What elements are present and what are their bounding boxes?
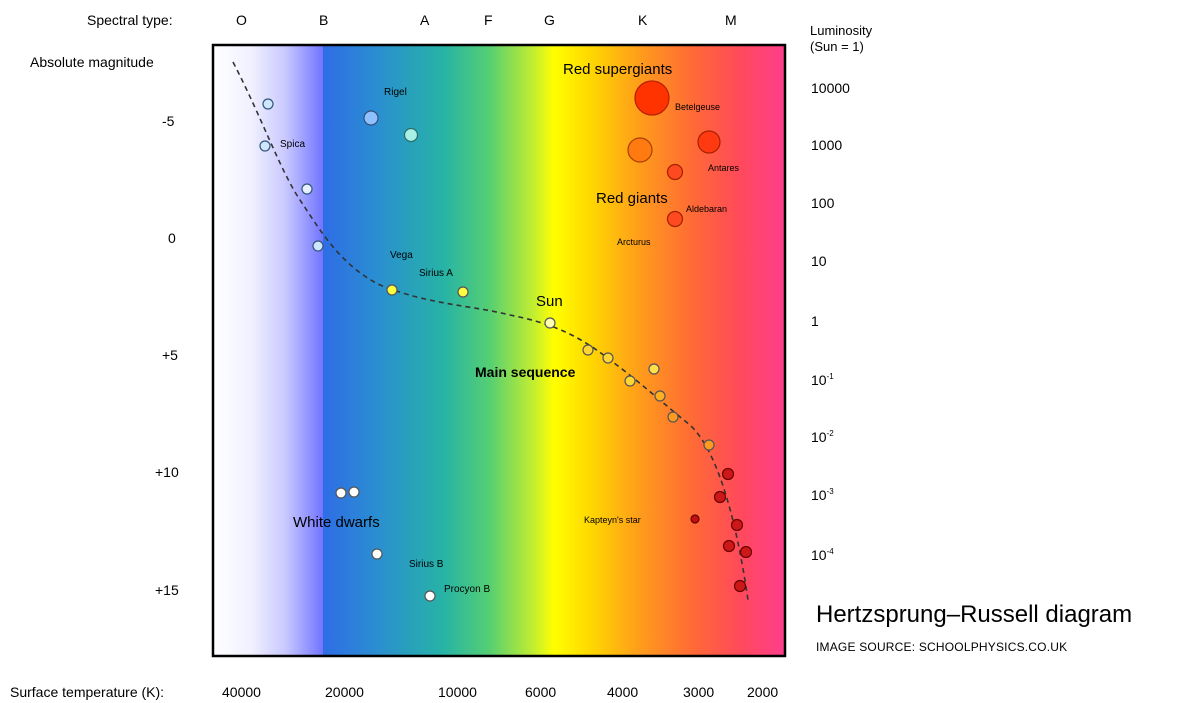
star-ms <box>654 390 666 402</box>
star-red-giant-2 <box>666 163 684 181</box>
rigel-label: Rigel <box>384 87 407 98</box>
spectral-type-o: O <box>236 12 247 28</box>
star-white-dwarf <box>335 487 347 499</box>
red-giants-label: Red giants <box>596 190 668 207</box>
luminosity-tick: 10 <box>811 253 827 269</box>
temperature-tick: 2000 <box>747 684 778 700</box>
star-procyon-b <box>424 590 436 602</box>
spectral-type-b: B <box>319 12 328 28</box>
star-blue-giant <box>403 127 419 143</box>
magnitude-tick: -5 <box>162 113 175 129</box>
star-ms <box>667 411 679 423</box>
sirius-b-label: Sirius B <box>409 559 444 570</box>
luminosity-tick: 10-4 <box>811 547 834 563</box>
magnitude-tick: 0 <box>168 230 176 246</box>
arcturus-label: Arcturus <box>617 237 651 247</box>
spectral-type-f: F <box>484 12 493 28</box>
star-red-dwarf <box>722 539 736 553</box>
star-aldebaran <box>666 210 684 228</box>
luminosity-tick: 10-1 <box>811 372 834 388</box>
luminosity-tick: 100 <box>811 195 835 211</box>
spectral-type-k: K <box>638 12 648 28</box>
star-kapteyn <box>690 514 700 524</box>
temperature-tick: 3000 <box>683 684 714 700</box>
magnitude-axis-label: Absolute magnitude <box>30 54 154 70</box>
luminosity-tick: 1000 <box>811 137 842 153</box>
luminosity-axis-unit: (Sun = 1) <box>810 39 864 54</box>
star-red-dwarf <box>730 518 744 532</box>
main-sequence-label: Main sequence <box>475 364 576 380</box>
star-betelgeuse <box>634 80 670 116</box>
star-vega <box>386 284 398 296</box>
betelgeuse-label: Betelgeuse <box>675 102 720 112</box>
luminosity-tick: 10-3 <box>811 487 834 503</box>
red-supergiants-label: Red supergiants <box>563 61 672 78</box>
temperature-tick: 10000 <box>438 684 477 700</box>
star-red-giant <box>627 137 653 163</box>
vega-label: Vega <box>390 250 413 261</box>
star-sirius-a <box>457 286 469 298</box>
spica-label: Spica <box>280 139 305 150</box>
aldebaran-label: Aldebaran <box>686 204 727 214</box>
spectral-type-a: A <box>420 12 430 28</box>
image-source: IMAGE SOURCE: SCHOOLPHYSICS.CO.UK <box>816 640 1068 654</box>
magnitude-tick: +5 <box>162 347 178 363</box>
sun-label: Sun <box>536 293 563 310</box>
temperature-tick: 20000 <box>325 684 364 700</box>
star-red-dwarf <box>713 490 727 504</box>
star-red-dwarf <box>721 467 735 481</box>
star-ms <box>703 439 715 451</box>
star-ms <box>624 375 636 387</box>
temperature-tick: 4000 <box>607 684 638 700</box>
star-sirius-b <box>371 548 383 560</box>
luminosity-tick: 10000 <box>811 80 850 96</box>
diagram-title: Hertzsprung–Russell diagram <box>816 601 1133 628</box>
star-antares <box>697 130 721 154</box>
star-white-dwarf <box>348 486 360 498</box>
luminosity-axis-label: Luminosity <box>810 23 873 38</box>
magnitude-tick: +15 <box>155 582 179 598</box>
star-ms <box>648 363 660 375</box>
star-rigel <box>363 110 379 126</box>
star-spica <box>259 140 271 152</box>
procyon-b-label: Procyon B <box>444 584 490 595</box>
luminosity-tick: 1 <box>811 313 819 329</box>
white-dwarfs-label: White dwarfs <box>293 514 380 531</box>
temperature-axis-label: Surface temperature (K): <box>10 684 164 700</box>
spectral-type-label: Spectral type: <box>87 12 173 28</box>
star-red-dwarf <box>733 579 747 593</box>
star-ms <box>602 352 614 364</box>
magnitude-tick: +10 <box>155 464 179 480</box>
spectral-type-g: G <box>544 12 555 28</box>
star-upper-left <box>262 98 274 110</box>
kapteyns-star-label: Kapteyn's star <box>584 515 641 525</box>
sirius-a-label: Sirius A <box>419 268 453 279</box>
temperature-tick: 6000 <box>525 684 556 700</box>
star-b-type-2 <box>312 240 324 252</box>
luminosity-tick: 10-2 <box>811 429 834 445</box>
spectral-type-m: M <box>725 12 737 28</box>
temperature-tick: 40000 <box>222 684 261 700</box>
antares-label: Antares <box>708 163 740 173</box>
star-red-dwarf <box>739 545 753 559</box>
star-sun <box>544 317 556 329</box>
star-ms <box>582 344 594 356</box>
plot-frame <box>211 43 787 658</box>
star-b-type <box>301 183 313 195</box>
main-sequence-curve <box>232 61 749 601</box>
